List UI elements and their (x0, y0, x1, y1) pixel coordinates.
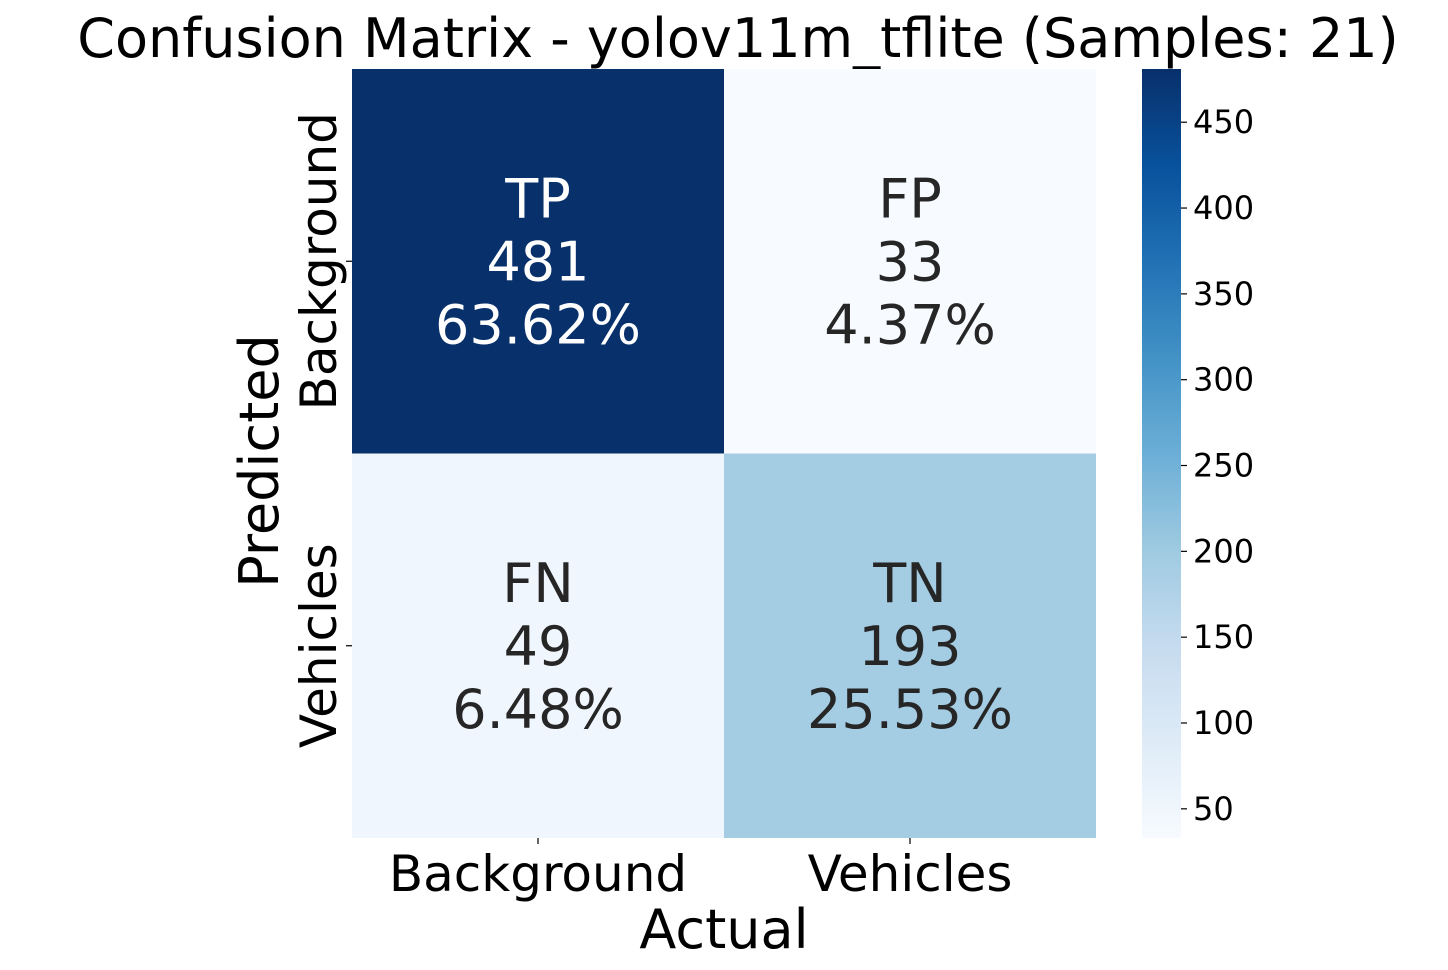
colorbar-tick-label: 50 (1193, 790, 1234, 828)
cell-percent-tp: 63.62% (435, 293, 641, 356)
heatmap-cell-tn (724, 453, 1096, 838)
colorbar-tick-label: 400 (1193, 189, 1254, 227)
cell-percent-tn: 25.53% (807, 678, 1013, 741)
colorbar-tick-label: 150 (1193, 618, 1254, 656)
y-tick-label: Vehicles (290, 543, 348, 748)
colorbar-tick-label: 300 (1193, 361, 1254, 399)
cell-percent-fn: 6.48% (452, 678, 624, 741)
cell-count-tn: 193 (858, 615, 961, 678)
cell-percent-fp: 4.37% (824, 293, 996, 356)
colorbar-tick-label: 250 (1193, 447, 1254, 485)
heatmap-cell-fp (724, 69, 1096, 454)
cell-label-tp: TP (504, 167, 571, 230)
x-axis-ticks: Background Vehicles (389, 838, 1013, 903)
colorbar-tick-label: 350 (1193, 275, 1254, 313)
heatmap-cell-tp (352, 69, 724, 454)
x-tick-label: Background (389, 845, 687, 903)
x-axis-label: Actual (639, 898, 808, 961)
cell-count-tp: 481 (486, 230, 589, 293)
x-tick-label: Vehicles (808, 845, 1013, 903)
cell-count-fp: 33 (876, 230, 945, 293)
colorbar-ticks: 50 100 150 200 250 300 350 400 450 (1181, 103, 1254, 828)
colorbar-tick-label: 200 (1193, 532, 1254, 570)
chart-title: Confusion Matrix - yolov11m_tflite (Samp… (77, 7, 1398, 70)
colorbar-tick-label: 100 (1193, 704, 1254, 742)
y-axis-label: Predicted (228, 334, 291, 588)
colorbar-tick-label: 450 (1193, 103, 1254, 141)
y-axis-ticks: Background Vehicles (290, 112, 352, 748)
cell-label-fn: FN (502, 552, 573, 615)
heatmap-cell-fn (352, 453, 724, 838)
cell-count-fn: 49 (504, 615, 573, 678)
y-tick-label: Background (290, 112, 348, 410)
colorbar (1142, 69, 1181, 838)
cell-label-fp: FP (878, 167, 942, 230)
cell-label-tn: TN (872, 552, 946, 615)
